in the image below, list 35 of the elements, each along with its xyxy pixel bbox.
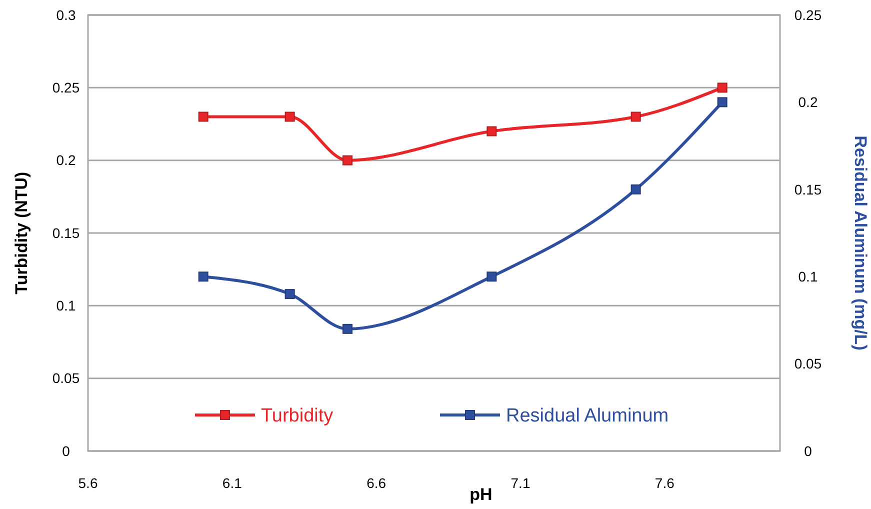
x-tick-label: 6.6 [366,475,386,491]
y2-axis-title: Residual Aluminum (mg/L) [851,136,870,350]
point [198,112,208,122]
y2-tick-label: 0.2 [798,94,818,110]
point [284,112,295,122]
x-tick-label: 7.1 [510,475,530,491]
y2-tick-label: 0.25 [794,6,822,23]
y-tick-label: 0.15 [52,224,80,241]
x-axis-title: pH [470,485,492,504]
x-tick-label: 7.6 [654,475,675,491]
y2-tick-label: 0 [804,442,812,459]
y-tick-label: 0.25 [52,80,80,96]
y-tick-label: 0 [62,442,70,459]
y2-tick-label: 0.15 [794,181,822,198]
y2-tick-label: 0.1 [798,268,818,284]
y-axis-title: Turbidity (NTU) [12,172,31,294]
point [630,112,641,122]
point [717,97,728,108]
point [342,324,352,334]
point [630,184,641,194]
point [486,126,497,136]
x-tick-label: 6.1 [222,475,242,491]
y2-tick-label: 0.05 [794,356,822,372]
y-tick-label: 0.1 [56,298,76,314]
point [342,155,352,166]
y-tick-label: 0.05 [52,370,80,386]
x-tick-label: 5.6 [78,475,98,491]
y-tick-label: 0.3 [56,6,76,23]
point [198,272,208,282]
legend-label: Residual Aluminum [506,406,669,427]
y-tick-label: 0.2 [56,152,76,168]
point [486,272,497,282]
point [284,289,295,300]
point [717,82,728,93]
legend-label: Turbidity [261,406,334,427]
